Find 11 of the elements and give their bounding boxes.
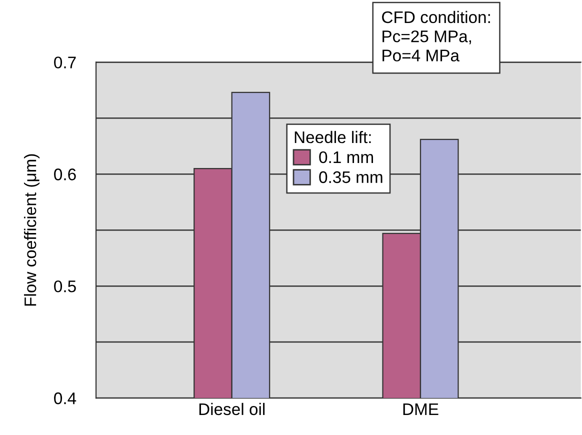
y-axis-title: Flow coefficient (μm): [24, 154, 40, 306]
y-tick-label: 0.6: [54, 168, 76, 180]
y-tick-label: 0.5: [54, 280, 76, 292]
x-tick-label: DME: [403, 404, 438, 415]
y-tick-label: 0.4: [54, 392, 76, 404]
legend-title: Needle lift:: [294, 130, 371, 144]
y-tick-label: 0.7: [54, 56, 76, 68]
legend-label: 0.35 mm: [319, 171, 382, 184]
text: CFD condition: Pc=25 MPa, Po=4 MPa: [382, 10, 490, 62]
legend-label: 0.1 mm: [319, 151, 373, 164]
x-tick-label: Diesel oil: [199, 402, 265, 416]
